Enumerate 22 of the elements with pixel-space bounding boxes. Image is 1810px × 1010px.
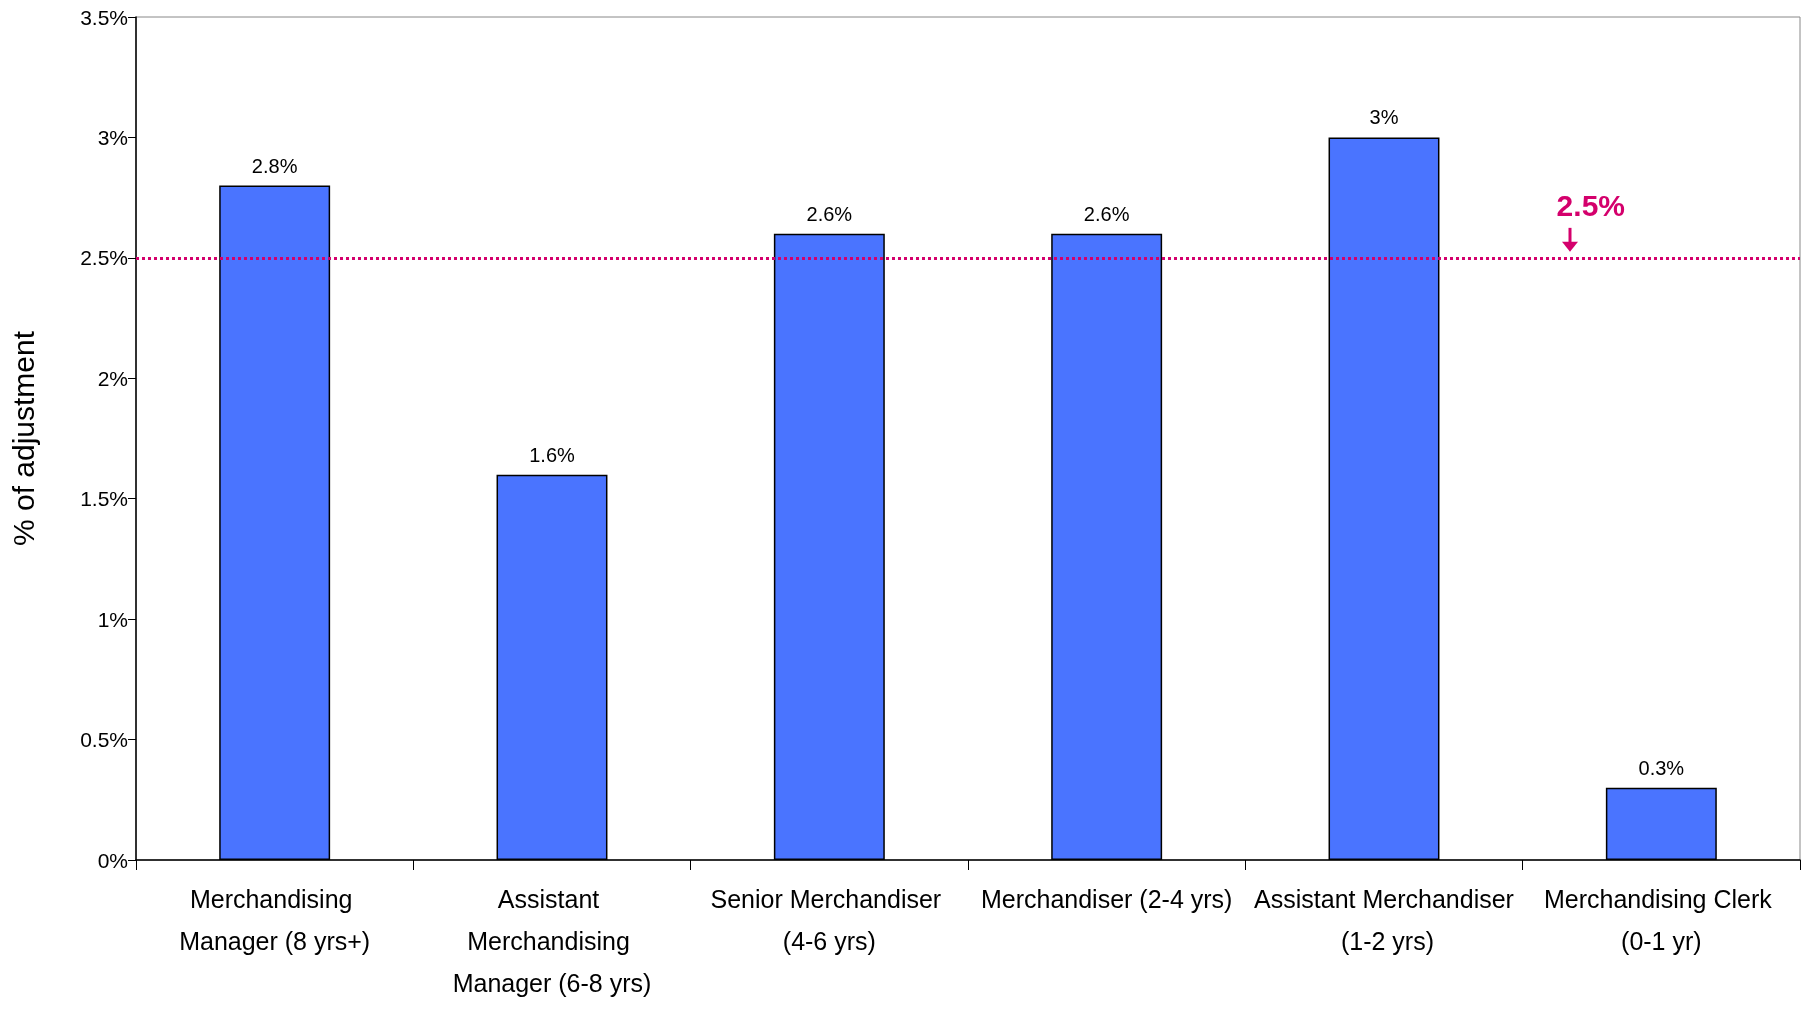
y-tick-label: 1.5% <box>80 487 128 511</box>
data-label: 0.3% <box>1638 756 1685 779</box>
ref-line-label: 2.5% <box>1556 189 1625 223</box>
data-label: 3% <box>1369 106 1399 129</box>
y-tick-label: 3% <box>97 125 128 149</box>
y-tick-label: 2% <box>97 366 128 390</box>
y-tick-label: 3.5% <box>80 5 128 29</box>
x-tick-label: Assistant Merchandiser (1-2 yrs) <box>1254 885 1514 955</box>
y-tick-label: 0.5% <box>80 728 128 752</box>
data-label: 2.6% <box>806 202 853 225</box>
data-label: 2.6% <box>1083 202 1130 225</box>
y-tick-label: 0% <box>97 848 128 872</box>
x-tick-label: Merchandiser (2-4 yrs) <box>980 885 1233 913</box>
y-axis-title: % of adjustment <box>6 330 40 547</box>
x-tick-label: Senior Merchandiser (4-6 yrs) <box>710 885 949 955</box>
x-tick-label: Assistant Merchandising Manager (6-8 yrs) <box>452 885 652 997</box>
data-label: 2.8% <box>251 154 298 177</box>
y-tick-label: 2.5% <box>80 246 128 270</box>
y-tick-label: 1% <box>97 607 128 631</box>
data-label: 1.6% <box>529 443 576 466</box>
x-tick-label: Merchandising Manager (8 yrs+) <box>179 885 371 955</box>
x-tick-label: Merchandising Clerk (0-1 yr) <box>1543 885 1779 955</box>
